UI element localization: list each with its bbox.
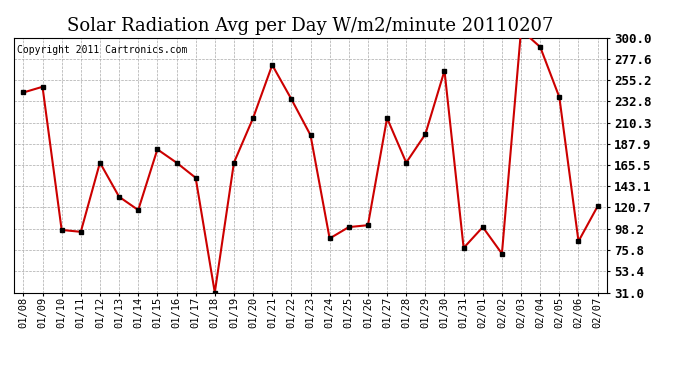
Text: Copyright 2011 Cartronics.com: Copyright 2011 Cartronics.com <box>17 45 187 55</box>
Title: Solar Radiation Avg per Day W/m2/minute 20110207: Solar Radiation Avg per Day W/m2/minute … <box>68 16 553 34</box>
